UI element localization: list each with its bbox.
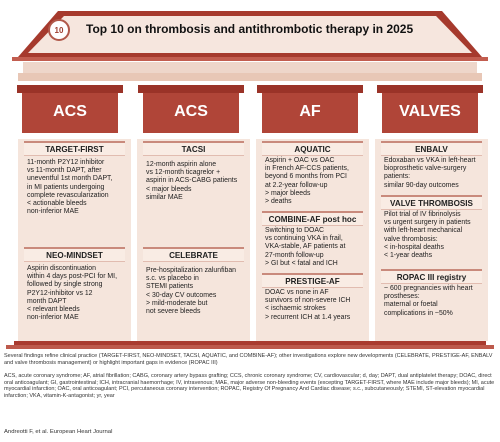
trial-title-combine-af: COMBINE-AF post hoc: [262, 211, 363, 226]
trial-title-enbalv: ENBALV: [381, 141, 482, 156]
trial-body-aquatic: Aspirin + OAC vs OAC in French AF-CCS pa…: [265, 157, 349, 206]
column-header-af: AF: [257, 85, 363, 133]
trial-title-valve-thrombosis: VALVE THROMBOSIS: [381, 195, 482, 210]
trial-body-neo-mindset: Aspirin discontinuation within 4 days po…: [27, 265, 117, 322]
column-header-valves: VALVES: [377, 85, 483, 133]
column-acs-1: TARGET-FIRST 11-month P2Y12 inhibitor vs…: [18, 139, 131, 341]
column-valves: ENBALV Edoxaban vs VKA in left-heart bio…: [375, 139, 488, 341]
trial-body-valve-thrombosis: Pilot trial of IV fibrinolysis vs urgent…: [384, 211, 471, 260]
trial-title-tacsi: TACSI: [143, 141, 244, 156]
entablature-band-lower: [18, 73, 482, 81]
trial-body-tacsi: 12-month aspirin alone vs 12-month ticag…: [146, 161, 238, 201]
top10-badge-icon: 10: [48, 19, 70, 41]
trial-title-target-first: TARGET-FIRST: [24, 141, 125, 156]
trial-body-ropac-iii: ~ 600 pregnancies with heart prostheses:…: [384, 285, 473, 317]
trial-body-combine-af: Switching to DOAC vs continuing VKA in f…: [265, 227, 346, 267]
summary-text: Several findings refine clinical practic…: [4, 353, 493, 366]
trial-title-celebrate: CELEBRATE: [143, 247, 244, 262]
trial-body-celebrate: Pre-hospitalization zalunfiban s.c. vs p…: [146, 267, 237, 316]
temple-base-step-lower: [6, 345, 494, 349]
column-header-acs-2: ACS: [138, 85, 244, 133]
abbreviations-text: ACS, acute coronary syndrome; AF, atrial…: [4, 373, 495, 400]
temple-roof: [12, 11, 488, 61]
trial-body-prestige-af: DOAC vs none in AF survivors of non-seve…: [265, 289, 351, 321]
temple-base-step: [14, 341, 486, 345]
entablature-band: [23, 62, 477, 73]
page-title: Top 10 on thrombosis and antithrombotic …: [86, 22, 414, 36]
trial-title-ropac-iii: ROPAC III registry: [381, 269, 482, 284]
trial-title-aquatic: AQUATIC: [262, 141, 363, 156]
column-acs-2: TACSI 12-month aspirin alone vs 12-month…: [137, 139, 250, 341]
trial-body-target-first: 11-month P2Y12 inhibitor vs 11-month DAP…: [27, 159, 113, 216]
trial-body-enbalv: Edoxaban vs VKA in left-heart bioprosthe…: [384, 157, 476, 189]
citation: Andreotti F, et al. European Heart Journ…: [4, 429, 113, 435]
column-af: AQUATIC Aspirin + OAC vs OAC in French A…: [256, 139, 369, 341]
column-header-acs-1: ACS: [17, 85, 123, 133]
trial-title-prestige-af: PRESTIGE-AF: [262, 273, 363, 288]
trial-title-neo-mindset: NEO-MINDSET: [24, 247, 125, 262]
